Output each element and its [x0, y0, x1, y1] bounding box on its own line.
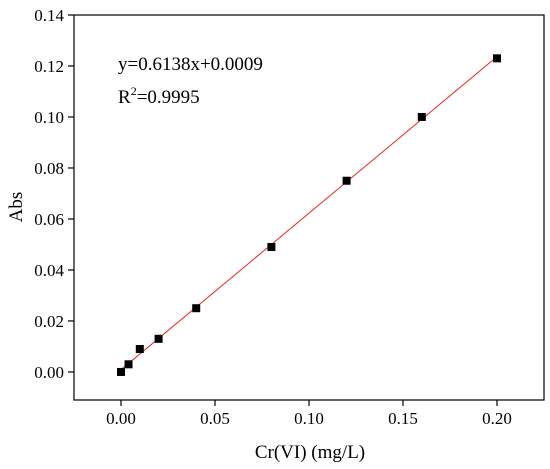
data-point	[493, 54, 501, 63]
data-point	[417, 112, 426, 121]
x-tick-label: 0.05	[200, 409, 230, 428]
r2-annotation: R2=0.9995	[118, 84, 200, 108]
r2-superscript: 2	[131, 84, 137, 98]
x-tick-label: 0.15	[388, 409, 418, 428]
x-axis-ticks: 0.00 0.05 0.10 0.15 0.20	[106, 400, 512, 428]
y-tick-label: 0.06	[34, 210, 64, 229]
y-tick-label: 0.14	[34, 6, 64, 25]
x-tick-label: 0.00	[106, 409, 136, 428]
data-point	[124, 360, 133, 369]
y-tick-label: 0.12	[34, 57, 64, 76]
r2-value: =0.9995	[137, 87, 200, 108]
y-tick-label: 0.10	[34, 108, 64, 127]
equation-annotation: y=0.6138x+0.0009	[118, 54, 263, 75]
x-tick-label: 0.10	[294, 409, 324, 428]
y-tick-label: 0.08	[34, 159, 64, 178]
x-tick-label: 0.20	[482, 409, 512, 428]
y-tick-label: 0.02	[34, 312, 64, 331]
data-point	[192, 304, 201, 313]
y-axis-label: Abs	[6, 192, 27, 223]
data-points	[117, 54, 501, 376]
x-axis-label: Cr(VI) (mg/L)	[255, 442, 365, 463]
y-axis-ticks: 0.00 0.02 0.04 0.06 0.08 0.10 0.12 0.14	[34, 6, 74, 382]
data-point	[135, 345, 144, 354]
data-point	[342, 176, 351, 185]
data-point	[117, 367, 125, 376]
r2-prefix: R	[118, 87, 131, 108]
y-tick-label: 0.04	[34, 261, 64, 280]
data-point	[267, 243, 276, 252]
data-point	[154, 334, 163, 343]
fit-line	[120, 56, 498, 371]
y-tick-label: 0.00	[34, 363, 64, 382]
